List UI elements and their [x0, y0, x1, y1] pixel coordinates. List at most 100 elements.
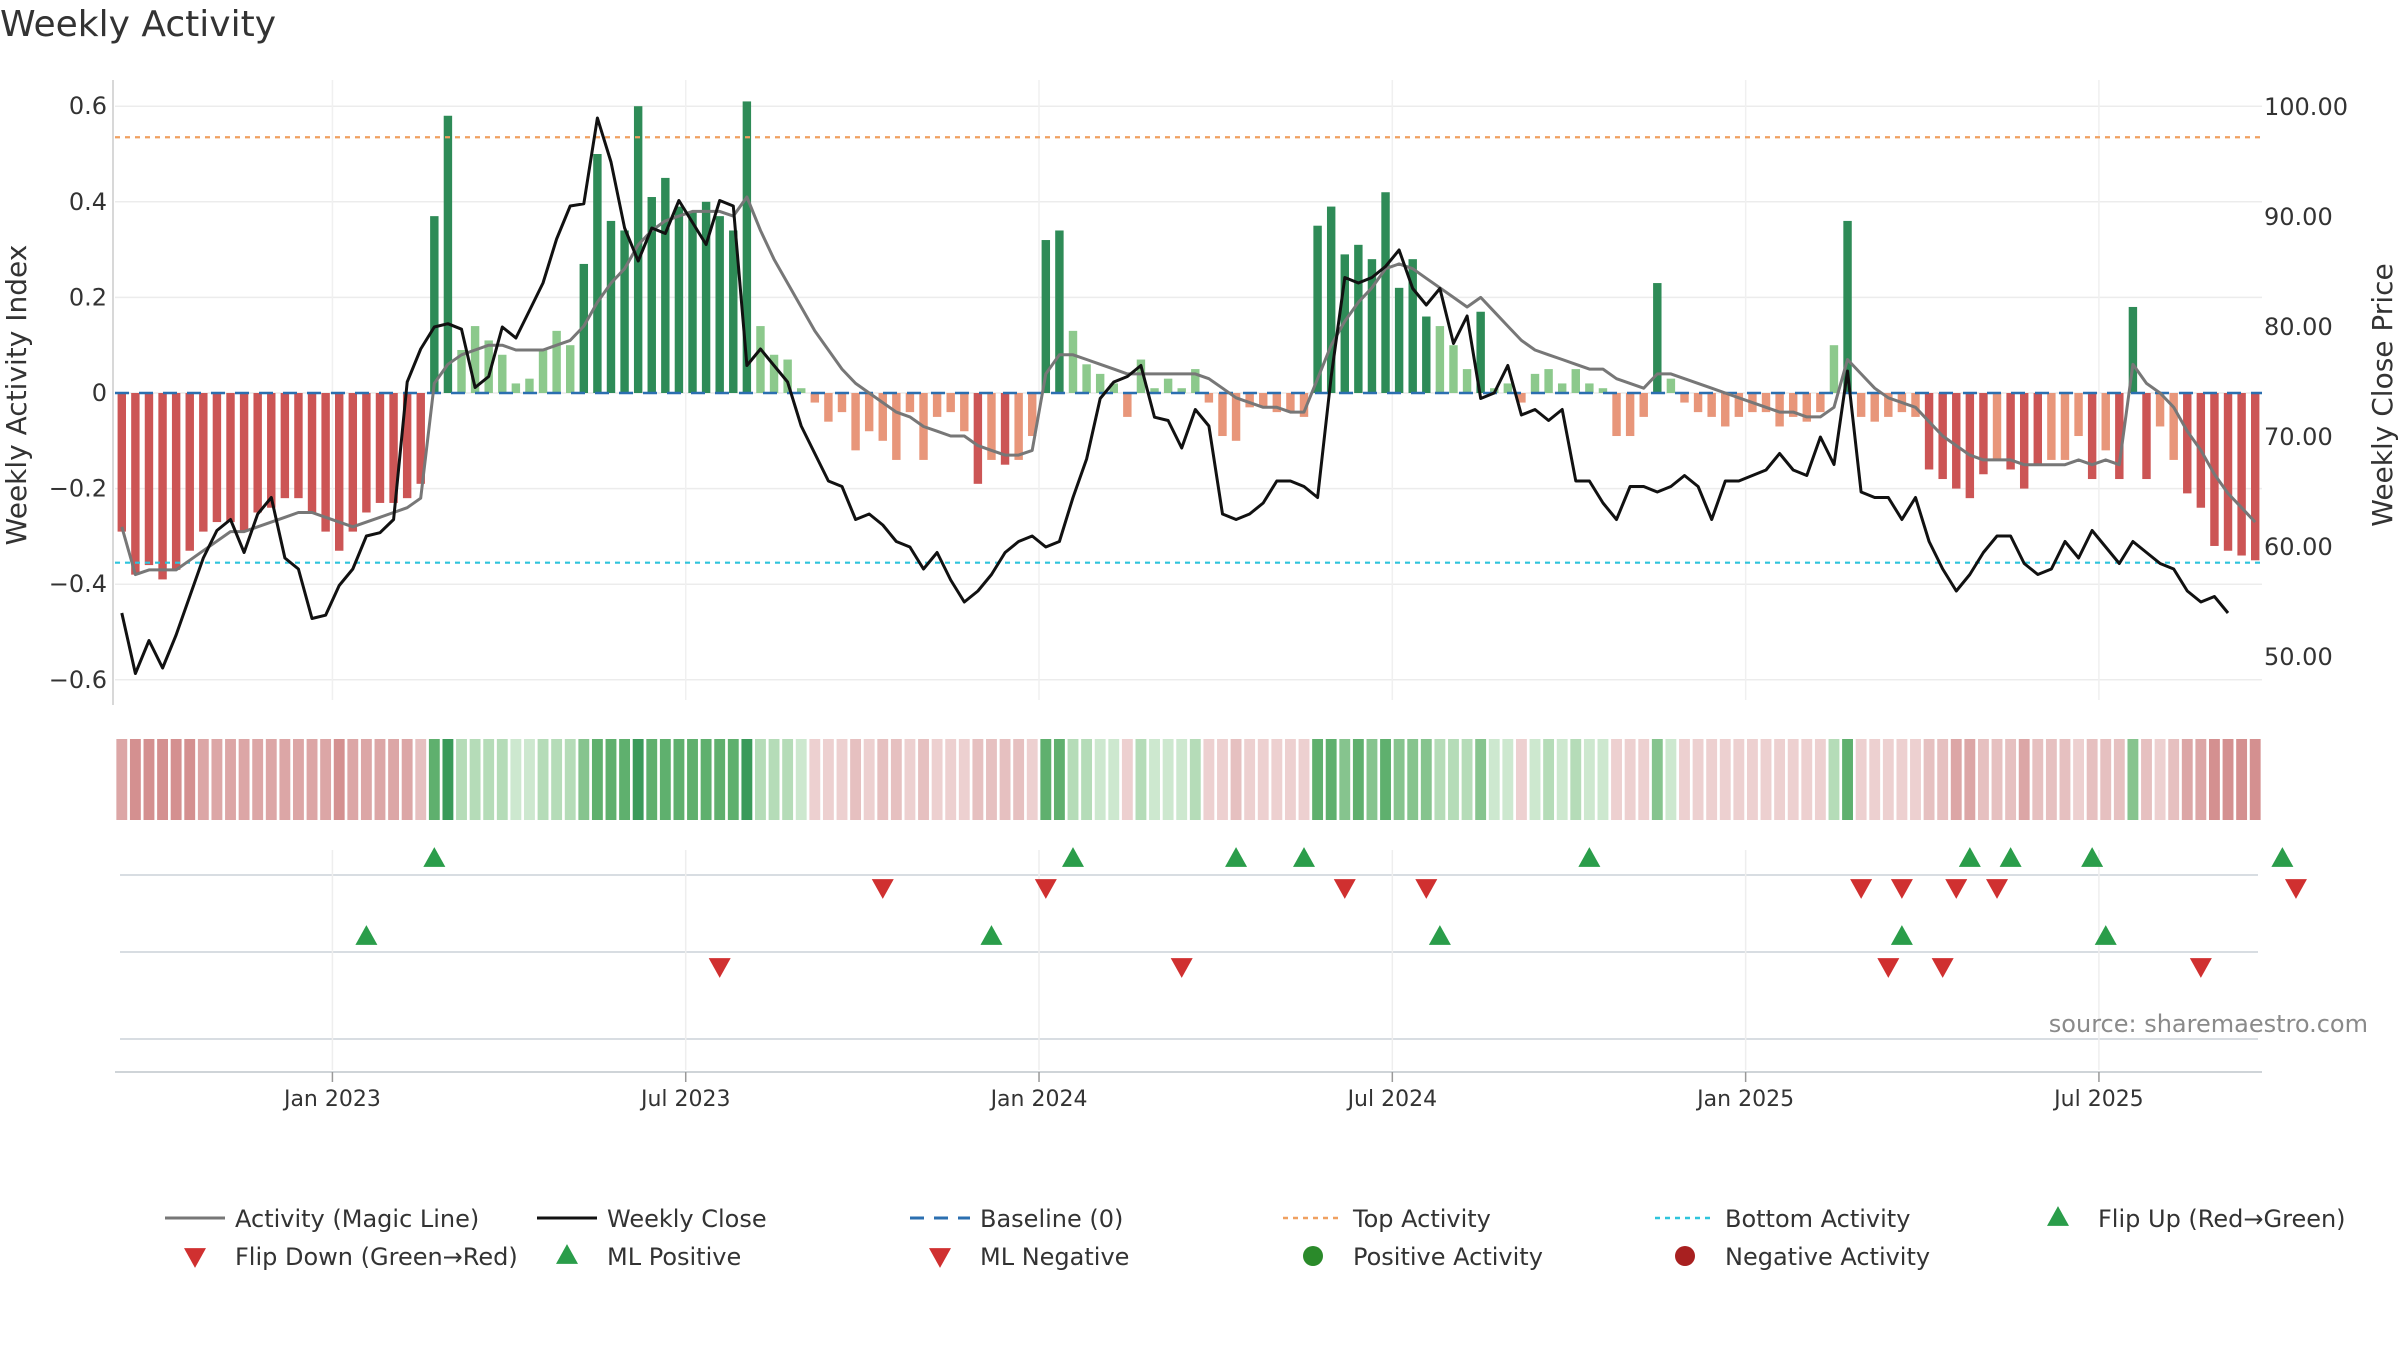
flip-down-marker: [1333, 879, 1356, 899]
legend-item: Positive Activity: [1303, 1243, 1543, 1271]
activity-bar: [1014, 393, 1023, 460]
activity-bar: [158, 393, 167, 580]
activity-bar: [511, 383, 521, 393]
heat-strip-cell: [2236, 739, 2248, 820]
x-tick-label: Jul 2025: [2052, 1087, 2144, 1112]
activity-bar: [321, 393, 330, 532]
legend-label: Negative Activity: [1725, 1243, 1930, 1271]
y-tick-label-right: 60.00: [2264, 533, 2333, 561]
legend-item: Bottom Activity: [1655, 1205, 1910, 1233]
y-tick-label-left: −0.2: [49, 475, 107, 503]
activity-bar: [1082, 364, 1091, 393]
activity-bar: [525, 378, 534, 393]
activity-bar: [1639, 393, 1648, 417]
heat-strip-cell: [1081, 739, 1093, 820]
legend-label: Baseline (0): [980, 1205, 1123, 1233]
activity-bar: [1259, 393, 1268, 408]
activity-bar: [1843, 220, 1852, 393]
activity-bar: [932, 393, 942, 417]
activity-bar: [212, 393, 222, 523]
activity-bar: [430, 216, 439, 393]
activity-bar: [1884, 393, 1893, 417]
activity-bar: [498, 354, 507, 393]
heat-strip-cell: [2100, 739, 2112, 820]
heat-strip-cell: [1053, 739, 1065, 820]
heat-strip-cell: [2045, 739, 2057, 820]
heat-strip-cell: [863, 739, 875, 820]
heat-strip-cell: [2005, 739, 2017, 820]
heat-strip-cell: [1217, 739, 1228, 820]
activity-bar: [1272, 393, 1282, 413]
legend-label: Weekly Close: [607, 1205, 767, 1233]
heat-strip-cell: [1583, 739, 1595, 820]
heat-strip-cell: [456, 739, 467, 820]
activity-bar: [199, 393, 208, 532]
legend-item: Baseline (0): [910, 1205, 1123, 1233]
activity-bar: [1530, 373, 1540, 393]
legend-label: Flip Down (Green→Red): [235, 1243, 518, 1271]
heat-strip-cell: [279, 739, 291, 820]
heat-strip-cell: [265, 739, 277, 820]
heat-strip-cell: [1244, 739, 1256, 820]
y-tick-label-left: 0: [92, 379, 107, 407]
activity-bar: [253, 393, 262, 513]
activity-bar: [1394, 287, 1404, 393]
heat-strip-cell: [1135, 739, 1147, 820]
legend-item: Flip Up (Red→Green): [2047, 1205, 2346, 1233]
heat-strip-cell: [2113, 739, 2125, 820]
y-axis-label-left: Weekly Activity Index: [0, 245, 33, 546]
heat-strip-cell: [578, 739, 590, 820]
legend-item: ML Negative: [929, 1243, 1129, 1271]
legend-item: ML Positive: [556, 1243, 741, 1271]
legend-circle-swatch: [1675, 1246, 1695, 1266]
activity-bar: [538, 349, 548, 393]
heat-strip-cell: [1828, 739, 1840, 820]
ml-positive-marker: [2094, 925, 2117, 945]
heat-strip-cell: [1842, 739, 1853, 820]
activity-bar: [1761, 393, 1771, 413]
heat-strip-cell: [782, 739, 794, 820]
heat-strip-cell: [374, 739, 386, 820]
heat-strip-cell: [116, 739, 128, 820]
heat-strip-cell: [1543, 739, 1555, 820]
activity-bar: [905, 393, 915, 413]
heat-strip-cell: [850, 739, 862, 820]
flip-up-marker: [1578, 847, 1601, 867]
activity-bar: [1123, 393, 1132, 417]
y-tick-label-left: 0.4: [69, 188, 107, 216]
heat-strip-cell: [2195, 739, 2207, 820]
heat-strip-cell: [2209, 739, 2220, 820]
activity-bar: [1204, 393, 1214, 403]
heat-strip-cell: [1950, 739, 1962, 820]
activity-bar: [566, 345, 575, 393]
x-axis: Jan 2023 Jul 2023 Jan 2024 Jul 2024 Jan 2025…: [282, 1072, 2144, 1112]
activity-bar: [1625, 393, 1635, 437]
flip-up-marker: [1225, 847, 1248, 867]
heat-strip-cell: [795, 739, 807, 820]
signal-markers: [115, 847, 2307, 1073]
flip-up-marker: [1293, 847, 1316, 867]
legend-item: Negative Activity: [1675, 1243, 1930, 1271]
heat-strip-cell: [2154, 739, 2166, 820]
activity-bar: [1952, 393, 1961, 489]
heat-strip-cell: [1597, 739, 1609, 820]
heat-strip-cell: [1366, 739, 1378, 820]
legend-item: Flip Down (Green→Red): [184, 1243, 518, 1271]
heat-strip-cell: [1787, 739, 1799, 820]
heat-strip-cell: [2141, 739, 2152, 820]
heat-strip-cell: [890, 739, 902, 820]
activity-bar: [1286, 393, 1295, 413]
heat-strip-cell: [293, 739, 304, 820]
heat-strip-cell: [1746, 739, 1758, 820]
flip-down-marker: [1034, 879, 1057, 899]
heat-strip-cell: [1814, 739, 1826, 820]
heat-strip-cell: [1040, 739, 1052, 820]
activity-bar: [1612, 393, 1621, 437]
legend-down-triangle-swatch: [184, 1248, 206, 1268]
activity-bar: [226, 393, 235, 523]
heat-strip-cell: [1271, 739, 1283, 820]
activity-bar: [1313, 225, 1322, 393]
activity-bar: [307, 393, 317, 513]
activity-bar: [2128, 306, 2138, 393]
heat-strip-cell: [551, 739, 563, 820]
